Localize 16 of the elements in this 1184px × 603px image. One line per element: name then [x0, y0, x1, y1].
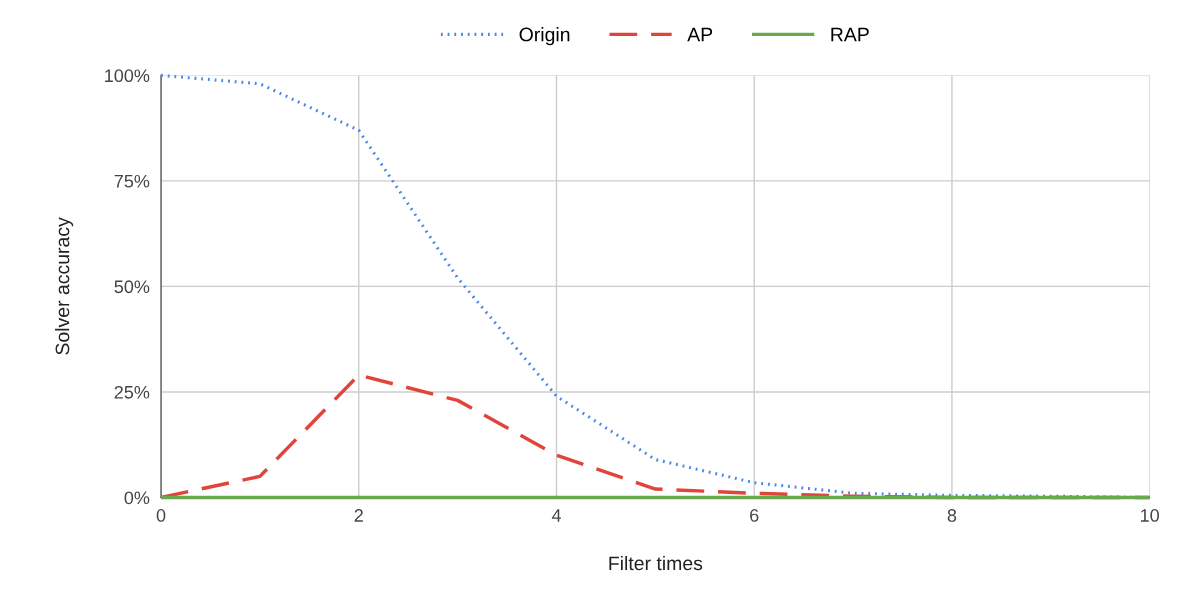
- legend-label: AP: [687, 27, 713, 42]
- legend-label: RAP: [831, 27, 869, 42]
- x-tick-label: 10: [1141, 509, 1159, 522]
- y-tick-label: 25%: [114, 385, 150, 399]
- y-axis-title: Solver accuracy: [55, 217, 74, 355]
- y-tick-label: 75%: [114, 174, 150, 188]
- x-tick-label: 2: [354, 509, 363, 522]
- x-tick-label: 4: [551, 509, 561, 522]
- y-tick-label: 100%: [105, 69, 150, 83]
- x-tick-label: 0: [156, 509, 166, 522]
- y-tick-label: 50%: [114, 280, 150, 294]
- x-tick-label: 8: [947, 509, 957, 522]
- x-axis-title: Filter times: [609, 555, 703, 571]
- x-tick-label: 6: [750, 509, 759, 522]
- y-tick-label: 0%: [124, 491, 150, 505]
- legend-label: Origin: [519, 27, 570, 46]
